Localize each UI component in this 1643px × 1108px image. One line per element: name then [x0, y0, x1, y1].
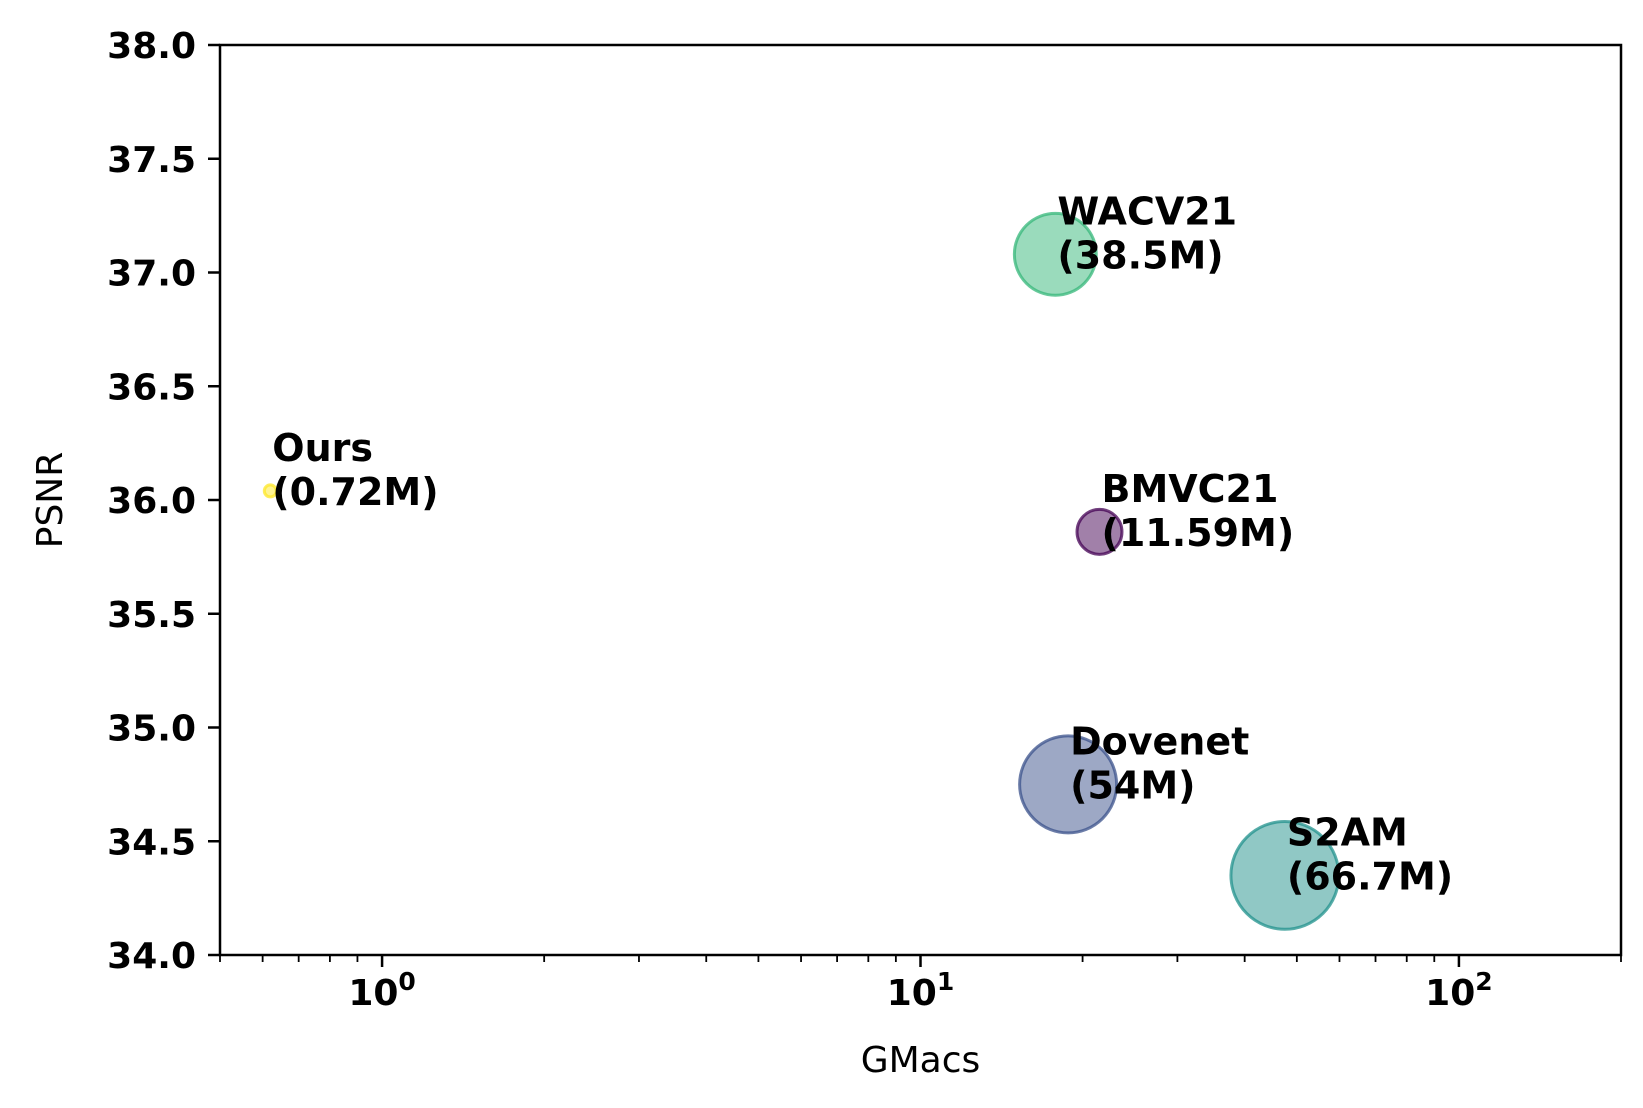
point-label-params: (54M) — [1070, 763, 1195, 807]
y-axis: 34.0 34.5 35.0 35.5 36.0 36.5 37.0 37.5 38.0 — [107, 26, 220, 977]
y-tick-label: 36.0 — [107, 481, 196, 522]
y-tick-label: 34.0 — [107, 936, 196, 977]
y-axis-title: PSNR — [30, 452, 71, 549]
bubble-bmvc21 — [1075, 507, 1124, 556]
y-tick-label: 35.5 — [107, 595, 196, 636]
bubble-ours — [262, 483, 278, 499]
y-tick-label: 37.0 — [107, 254, 196, 295]
x-tick-label: 101 — [887, 967, 955, 1014]
point-labels: Ours(0.72M) WACV21(38.5M) BMVC21(11.59M) Do… — [272, 189, 1453, 898]
x-tick-label: 100 — [348, 967, 416, 1014]
point-label-name: WACV21 — [1057, 189, 1237, 233]
point-label-name: S2AM — [1287, 810, 1408, 854]
bubble-wacv21 — [1012, 211, 1098, 297]
bubble-s2am — [1229, 819, 1341, 931]
x-axis-title: GMacs — [861, 1040, 981, 1081]
point-label-params: (66.7M) — [1287, 854, 1453, 898]
y-tick-label: 36.5 — [107, 367, 196, 408]
y-tick-label: 34.5 — [107, 822, 196, 863]
point-label-params: (38.5M) — [1057, 233, 1223, 277]
data-marks — [262, 211, 1341, 931]
y-tick-label: 37.5 — [107, 140, 196, 181]
point-label-params: (0.72M) — [272, 470, 438, 514]
bubble-dovenet — [1018, 734, 1119, 835]
plot-frame — [218, 43, 1623, 957]
y-tick-label: 35.0 — [107, 709, 196, 750]
point-label-name: Dovenet — [1070, 719, 1249, 763]
point-label-params: (11.59M) — [1101, 511, 1294, 555]
point-label-name: BMVC21 — [1101, 467, 1278, 511]
y-tick-label: 38.0 — [107, 26, 196, 67]
point-label-name: Ours — [272, 426, 373, 470]
x-tick-label: 102 — [1425, 967, 1493, 1014]
